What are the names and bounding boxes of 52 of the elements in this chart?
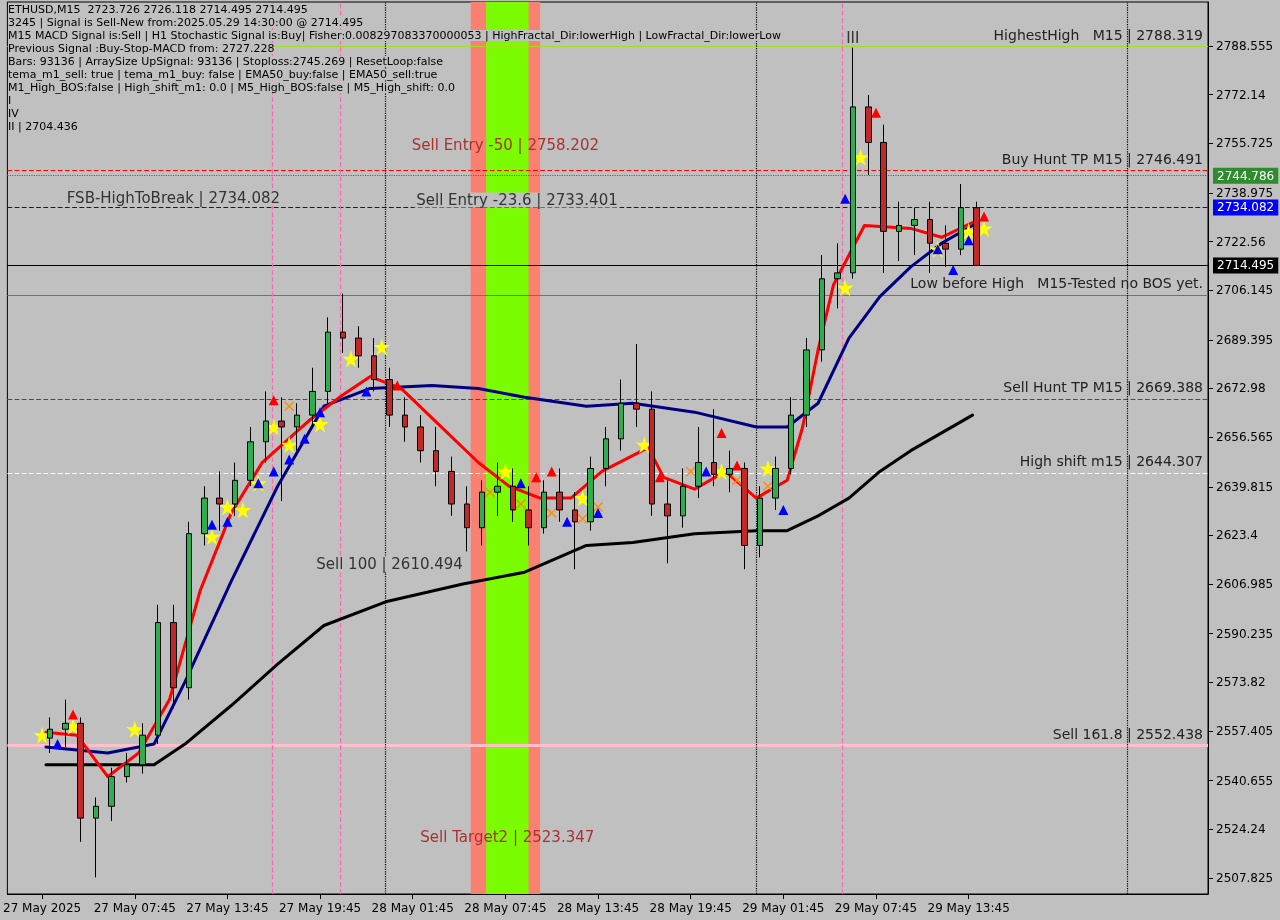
ref-line-label: Sell Hunt TP M15 | 2669.388: [1003, 379, 1203, 397]
ref-line-label: 2734.082: [1217, 200, 1275, 215]
annotation: I: [8, 94, 12, 107]
y-tick-label: 2672.98: [1216, 381, 1266, 396]
annotation: 3245 | Signal is Sell-New from:2025.05.29 14:30:00 @ 2714.495: [8, 16, 364, 29]
y-tick-label: 2772.14: [1216, 87, 1266, 102]
ref-line-label: 2744.786: [1217, 168, 1275, 183]
y-tick-label: 2573.82: [1216, 675, 1266, 690]
annotation: tema_m1_sell: true | tema_m1_buy: false | EMA50_buy:false | EMA50_sell:true: [8, 68, 438, 81]
x-tick-label: 29 May 13:45: [927, 901, 1010, 915]
annotation: Sell Entry -23.6 | 2733.401: [416, 190, 618, 209]
y-tick-label: 2656.565: [1216, 430, 1274, 445]
y-tick-label: 2590.235: [1216, 626, 1274, 641]
annotation: M15 MACD Signal is:Sell | H1 Stochastic Signal is:Buy| Fisher:0.008297083370000053 | HighFractal_Dir:lowerHigh | LowFractal_Dir:lowerLow: [8, 29, 782, 42]
annotation: Bars: 93136 | ArraySize UpSignal: 93136 | Stoploss:2745.269 | ResetLoop:false: [8, 55, 444, 68]
x-tick-label: 28 May 01:45: [371, 901, 454, 915]
ref-line-label: High shift m15 | 2644.307: [1019, 453, 1203, 471]
y-tick-label: 2639.815: [1216, 479, 1274, 494]
ref-line-label: 2714.495: [1217, 258, 1275, 273]
annotation: M1_High_BOS:false | High_shift_m1: 0.0 | M5_High_BOS:false | M5_High_shift: 0.0: [8, 81, 456, 94]
x-tick-label: 27 May 13:45: [186, 901, 269, 915]
y-tick-label: 2507.825: [1216, 870, 1274, 885]
y-tick-label: 2689.395: [1216, 332, 1274, 347]
x-tick-label: 28 May 07:45: [464, 901, 547, 915]
y-tick-label: 2623.4: [1216, 528, 1258, 543]
x-tick-label: 27 May 07:45: [93, 901, 176, 915]
x-tick-label: 28 May 19:45: [649, 901, 732, 915]
y-tick-label: 2738.975: [1216, 185, 1274, 200]
x-tick-label: 29 May 07:45: [834, 901, 918, 915]
y-tick-label: 2722.56: [1216, 234, 1266, 249]
annotation: Previous Signal :Buy-Stop-MACD from: 2727.228: [8, 42, 275, 55]
ref-line-label: Low before High M15-Tested no BOS yet.: [910, 275, 1203, 292]
y-tick-label: 2524.24: [1216, 822, 1266, 837]
ref-line-label: Sell 161.8 | 2552.438: [1052, 725, 1203, 743]
y-tick-label: 2755.725: [1216, 136, 1274, 151]
annotation: Sell 100 | 2610.494: [316, 555, 463, 574]
annotation: IV: [8, 107, 20, 120]
y-tick-label: 2557.405: [1216, 724, 1274, 738]
ref-line-label: Buy Hunt TP M15 | 2746.491: [1001, 150, 1203, 168]
annotation: FSB-HighToBreak | 2734.082: [66, 188, 281, 207]
annotation: II | 2704.436: [8, 120, 78, 133]
y-tick-label: 2606.985: [1216, 577, 1274, 592]
x-tick-label: 27 May 19:45: [278, 901, 362, 915]
x-tick-label: 28 May 13:45: [556, 901, 640, 915]
ref-line-label: HighestHigh M15 | 2788.319: [993, 26, 1203, 44]
annotation: III: [846, 29, 860, 48]
x-tick-label: 29 May 01:45: [742, 901, 825, 915]
chart-title: ETHUSD,M15 2723.726 2726.118 2714.495 2714.495: [8, 3, 308, 16]
x-tick-label: 27 May 2025: [3, 901, 82, 915]
y-tick-label: 2540.655: [1216, 773, 1274, 788]
y-tick-label: 2788.555: [1216, 38, 1274, 53]
y-tick-label: 2706.145: [1216, 283, 1274, 298]
